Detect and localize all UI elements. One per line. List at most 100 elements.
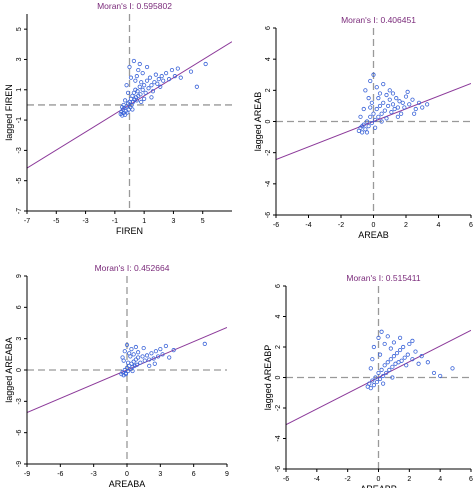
x-tick-label: 6 [469,222,473,229]
data-point [425,102,430,107]
regression-line [27,41,232,169]
data-point [388,357,393,362]
data-point [385,360,390,365]
data-point [387,97,392,102]
x-tick-label: 6 [469,476,473,483]
data-point [138,92,143,97]
x-tick-label: -3 [91,471,97,478]
data-point [127,64,132,70]
data-point [130,107,135,112]
data-point [138,360,143,365]
data-point [203,61,208,67]
data-point [131,359,136,364]
data-point [450,366,455,371]
x-tick-label: 1 [142,218,146,225]
data-point [153,349,158,354]
data-point [390,375,395,380]
data-point [402,355,407,360]
x-tick-label: 3 [171,218,175,225]
data-point [136,67,141,73]
x-tick-label: 5 [201,218,205,225]
data-point [416,100,422,105]
y-axis-label: lagged AREAB [253,92,263,152]
y-tick-label: -2 [265,149,272,155]
data-point [159,74,164,79]
data-point [126,368,131,374]
data-point [139,99,144,104]
data-point [175,66,180,71]
data-point [390,91,396,96]
data-point [384,116,389,121]
y-axis-label: lagged AREABA [4,337,14,403]
chart-title: Moran's I: 0.452664 [95,263,170,273]
y-tick-label: -4 [265,181,272,187]
y-tick-label: -3 [16,398,23,404]
data-point [134,98,139,103]
x-tick-label: -6 [273,222,279,229]
data-point [388,346,393,351]
y-tick-label: 0 [16,368,23,372]
data-point [360,124,365,129]
regression-line [286,329,471,426]
data-point [368,105,373,110]
y-tick-label: -4 [275,435,282,441]
data-point [358,114,363,119]
x-tick-label: 3 [158,471,162,478]
data-point [374,85,379,90]
scatter-panel-4: -6 -4 -2 0 2 4 6 -6 -4 -2 0 2 4 6 Moran's I: 0.515411 A… [263,273,473,488]
data-point [369,120,374,126]
chart-title: Moran's I: 0.515411 [346,273,421,283]
data-point [163,343,168,349]
data-point [142,358,147,363]
data-point [376,370,381,376]
data-point [391,354,397,359]
y-tick-label: -9 [16,461,23,467]
y-tick-label: -6 [275,466,282,472]
y-tick-label: -6 [265,212,272,218]
x-tick-label: 2 [404,222,408,229]
data-point [142,96,147,101]
data-point [371,383,376,388]
data-point [128,366,133,372]
data-point [381,100,386,105]
data-point [152,361,157,366]
data-point [413,106,418,112]
data-point [377,103,383,109]
data-point [149,83,154,88]
data-point [150,89,156,94]
data-point [136,350,141,355]
data-point [382,108,387,113]
data-point [124,83,129,88]
data-point [371,72,376,77]
y-tick-label: 9 [16,274,23,278]
data-point [137,61,142,67]
data-point [425,360,430,365]
data-point [364,130,370,135]
data-point [147,363,152,368]
data-point [381,82,386,87]
data-point [374,106,379,112]
data-point [368,78,373,84]
data-point [130,368,135,374]
data-point [431,370,437,376]
y-axis-label: lagged AREABP [263,345,273,411]
data-point [360,130,365,135]
data-point [164,71,169,76]
x-tick-label: -9 [24,471,30,478]
data-point [363,127,368,132]
data-point [384,370,389,376]
data-point [158,84,163,89]
data-point [139,80,144,85]
data-point [385,334,390,339]
data-point [123,372,128,377]
data-point [416,361,421,366]
y-tick-label: 6 [16,305,23,309]
data-point [123,98,128,103]
scatter-panel-1: -7 -5 -3 -1 1 3 5 -7 -5 -3 -1 1 3 5 Moran's I: 0.59580… [4,1,232,236]
data-point [366,124,371,129]
x-axis-label: AREABP [360,484,397,488]
data-point [125,90,131,95]
scatter-panel-2: -6 -4 -2 0 2 4 6 -6 -4 -2 0 2 4 6 Moran's I: 0.406451 A… [253,15,473,240]
data-point [155,81,160,86]
data-point [144,64,150,70]
